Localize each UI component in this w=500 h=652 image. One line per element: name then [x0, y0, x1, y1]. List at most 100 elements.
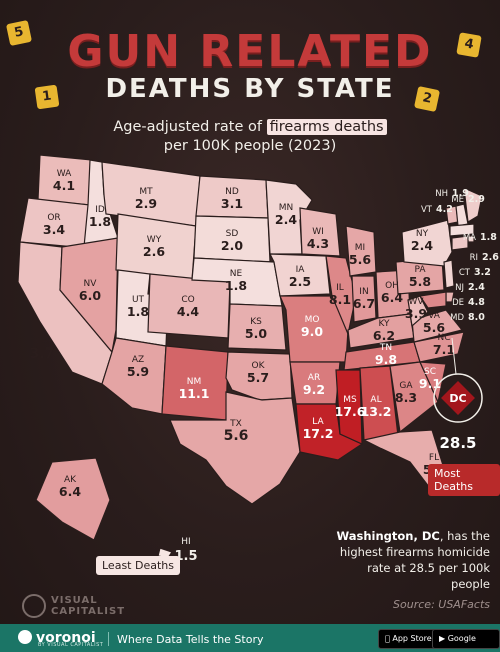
- state-value-ak: 6.4: [59, 484, 81, 499]
- state-code-nc: NC: [437, 333, 450, 343]
- state-code-ar: AR: [308, 373, 320, 383]
- state-nv: [59, 237, 119, 354]
- state-code-sd: SD: [226, 229, 239, 239]
- state-wi: [299, 207, 341, 257]
- state-code-ny: NY: [416, 229, 429, 239]
- separator: [108, 632, 109, 646]
- state-value-mn: 2.4: [275, 212, 297, 227]
- state-code-nm: NM: [187, 377, 202, 387]
- state-code-vt: VT: [421, 205, 433, 215]
- source: Source: USAFacts: [393, 598, 490, 611]
- state-code-oh: OH: [385, 281, 399, 291]
- state-code-co: CO: [181, 295, 194, 305]
- state-code-or: OR: [47, 213, 60, 223]
- state-ak: [35, 457, 111, 541]
- state-value-wi: 4.3: [307, 236, 329, 251]
- state-dc: [441, 381, 475, 415]
- state-value-de: 4.8: [468, 297, 485, 308]
- state-value-mo: 9.0: [301, 324, 323, 339]
- state-code-ks: KS: [250, 317, 262, 327]
- state-value-mt: 2.9: [135, 196, 157, 211]
- state-value-me: 2.9: [468, 194, 485, 205]
- state-code-tx: TX: [229, 419, 242, 429]
- dc-note-name: Washington, DC: [336, 529, 440, 543]
- subtitle: Age-adjusted rate of firearms deaths per…: [0, 118, 500, 156]
- state-value-ks: 5.0: [245, 326, 267, 341]
- state-code-ok: OK: [252, 361, 266, 371]
- state-value-nj: 2.4: [468, 282, 485, 293]
- state-value-ky: 6.2: [373, 328, 395, 343]
- google-play-button[interactable]: ▶ Google Play: [432, 629, 500, 649]
- state-value-pa: 5.8: [409, 274, 431, 289]
- subtitle-pre: Age-adjusted rate of: [113, 119, 262, 135]
- state-ms: [335, 369, 363, 445]
- visual-capitalist-logo: VISUAL CAPITALIST: [22, 594, 125, 618]
- subtitle-highlight: firearms deaths: [266, 119, 387, 135]
- state-va: [411, 309, 464, 343]
- apple-icon: : [385, 634, 390, 643]
- state-value-ut: 1.8: [127, 304, 149, 319]
- tagline-text: Where Data Tells the Story: [117, 633, 264, 646]
- state-code-ca: CA: [36, 337, 49, 347]
- state-nc: [413, 331, 465, 363]
- state-code-sc: SC: [424, 367, 436, 377]
- state-value-in: 6.7: [353, 296, 375, 311]
- state-value-oh: 6.4: [381, 290, 403, 305]
- state-value-ri: 2.6: [482, 252, 499, 263]
- state-code-nj: NJ: [455, 283, 464, 293]
- state-value-md: 8.0: [468, 312, 485, 323]
- state-code-ga: GA: [399, 381, 413, 391]
- voronoi-logo[interactable]: voronoi: [18, 630, 96, 646]
- state-code-fl: FL: [429, 453, 439, 463]
- state-code-dc: DC: [449, 392, 466, 405]
- state-ct: [451, 235, 469, 251]
- state-nj: [443, 259, 455, 289]
- subtitle-post: per 100K people (2023): [163, 138, 337, 154]
- state-code-ak: AK: [64, 475, 77, 485]
- state-value-nd: 3.1: [221, 196, 243, 211]
- state-value-wy: 2.6: [143, 244, 165, 259]
- state-code-la: LA: [312, 417, 324, 427]
- state-value-tn: 9.8: [375, 352, 397, 367]
- state-code-va: VA: [428, 311, 441, 321]
- voronoi-dot-icon: [18, 630, 32, 644]
- logo-line-2: CAPITALIST: [51, 606, 126, 617]
- state-code-hi: HI: [181, 537, 190, 547]
- state-code-nd: ND: [225, 187, 239, 197]
- most-deaths-label: Most Deaths: [428, 464, 500, 496]
- state-code-ms: MS: [343, 395, 357, 405]
- state-me: [463, 187, 483, 223]
- state-code-al: AL: [370, 395, 381, 405]
- state-value-az: 5.9: [127, 364, 149, 379]
- state-value-ma: 1.8: [480, 232, 497, 243]
- state-value-id: 1.8: [89, 214, 111, 229]
- logo-circle-icon: [22, 594, 46, 618]
- state-code-de: DE: [452, 298, 464, 308]
- state-code-mt: MT: [139, 187, 153, 197]
- state-code-me: ME: [451, 195, 464, 205]
- state-in: [351, 275, 377, 323]
- state-tx: [169, 391, 301, 505]
- title-line-2: DEATHS BY STATE: [105, 74, 395, 104]
- state-code-mi: MI: [355, 243, 365, 253]
- play-icon: ▶: [439, 634, 446, 643]
- dc-note-text: , has the highest firearms homicide rate…: [339, 529, 490, 591]
- logo-line-1: VISUAL: [51, 595, 98, 606]
- state-value-ct: 3.2: [474, 267, 491, 278]
- dc-callout-circle: [433, 373, 483, 423]
- state-value-ia: 2.5: [289, 274, 311, 289]
- app-store-button[interactable]:  App Store: [378, 629, 439, 649]
- voronoi-sub: BY VISUAL CAPITALIST: [38, 642, 104, 648]
- state-wv: [407, 295, 429, 328]
- state-sc: [419, 361, 447, 404]
- state-code-in: IN: [359, 287, 368, 297]
- state-code-pa: PA: [414, 265, 426, 275]
- state-value-mi: 5.6: [349, 252, 371, 267]
- app-store-label: App Store: [385, 634, 431, 643]
- state-ks: [227, 303, 287, 351]
- state-code-ut: UT: [132, 295, 145, 305]
- state-code-md: MD: [450, 313, 464, 323]
- state-code-il: IL: [336, 283, 344, 293]
- state-code-ne: NE: [230, 269, 243, 279]
